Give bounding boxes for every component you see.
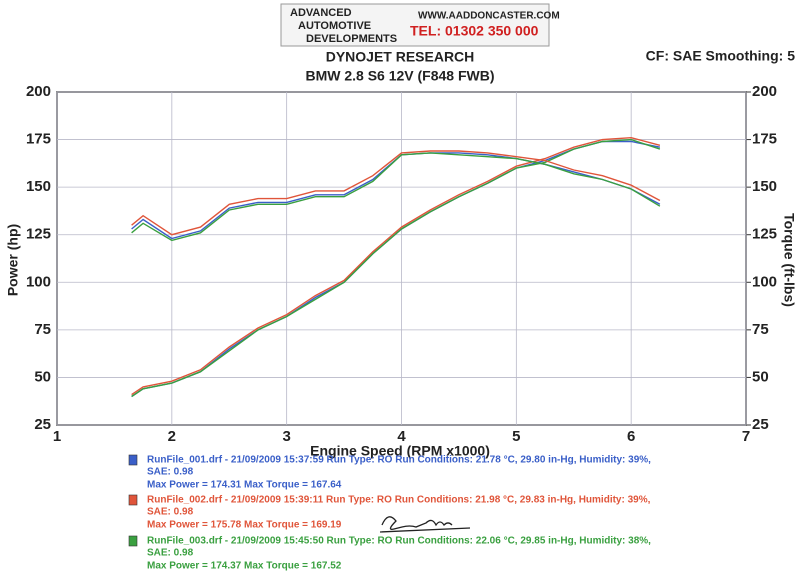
x-tick-label: 1 — [53, 428, 61, 445]
y-tick-label: 125 — [26, 226, 51, 243]
y2-tick-label: 50 — [752, 368, 769, 385]
x-tick-label: 7 — [742, 428, 750, 445]
chart-subtitle: BMW 2.8 S6 12V (F848 FWB) — [305, 68, 494, 84]
y-tick-label: 75 — [34, 321, 51, 338]
run-icon — [128, 454, 138, 466]
phone: TEL: 01302 350 000 — [410, 23, 539, 39]
y-tick-label: 200 — [26, 83, 51, 100]
y2-axis-label: Torque (ft-lbs) — [781, 213, 797, 307]
y-tick-label: 50 — [34, 368, 51, 385]
torque-line — [131, 152, 661, 242]
run-sae: SAE: 0.98 — [147, 467, 194, 478]
y2-tick-label: 175 — [752, 131, 777, 148]
x-tick-label: 4 — [397, 428, 406, 445]
y-axis-label: Power (hp) — [5, 224, 21, 296]
y2-tick-label: 200 — [752, 83, 777, 100]
run-icon — [128, 535, 138, 547]
y-tick-label: 175 — [26, 131, 51, 148]
signature — [379, 516, 471, 533]
logo-line: ADVANCED — [290, 7, 352, 19]
y-tick-label: 25 — [34, 416, 51, 433]
run-max: Max Power = 175.78 Max Torque = 169.19 — [147, 520, 342, 531]
logo-box — [280, 3, 550, 47]
run-max: Max Power = 174.31 Max Torque = 167.64 — [147, 480, 342, 491]
run-sae: SAE: 0.98 — [147, 548, 194, 559]
run-icon — [128, 494, 138, 506]
y-tick-label: 100 — [26, 273, 51, 290]
y2-tick-label: 75 — [752, 321, 769, 338]
y2-tick-label: 100 — [752, 273, 777, 290]
power-line — [131, 136, 661, 396]
x-tick-label: 6 — [627, 428, 635, 445]
y2-tick-label: 150 — [752, 178, 777, 195]
settings: CF: SAE Smoothing: 5 — [646, 48, 796, 64]
run-line: RunFile_001.drf - 21/09/2009 15:37:59 Ru… — [147, 455, 651, 466]
run-line: RunFile_003.drf - 21/09/2009 15:45:50 Ru… — [147, 536, 651, 547]
run-max: Max Power = 174.37 Max Torque = 167.52 — [147, 561, 342, 572]
x-tick-label: 5 — [512, 428, 520, 445]
torque-line — [131, 150, 661, 236]
website: WWW.AADDONCASTER.COM — [418, 11, 560, 22]
x-tick-label: 2 — [168, 428, 176, 445]
y2-tick-label: 125 — [752, 226, 777, 243]
y2-tick-label: 25 — [752, 416, 769, 433]
x-axis-label: Engine Speed (RPM x1000) — [310, 443, 490, 459]
run-line: RunFile_002.drf - 21/09/2009 15:39:11 Ru… — [147, 495, 651, 506]
power-line — [131, 138, 661, 398]
logo-line: AUTOMOTIVE — [298, 20, 371, 32]
chart-title: DYNOJET RESEARCH — [326, 49, 475, 65]
logo-line: DEVELOPMENTS — [306, 33, 397, 45]
y-tick-label: 150 — [26, 178, 51, 195]
x-tick-label: 3 — [282, 428, 290, 445]
run-sae: SAE: 0.98 — [147, 507, 194, 518]
